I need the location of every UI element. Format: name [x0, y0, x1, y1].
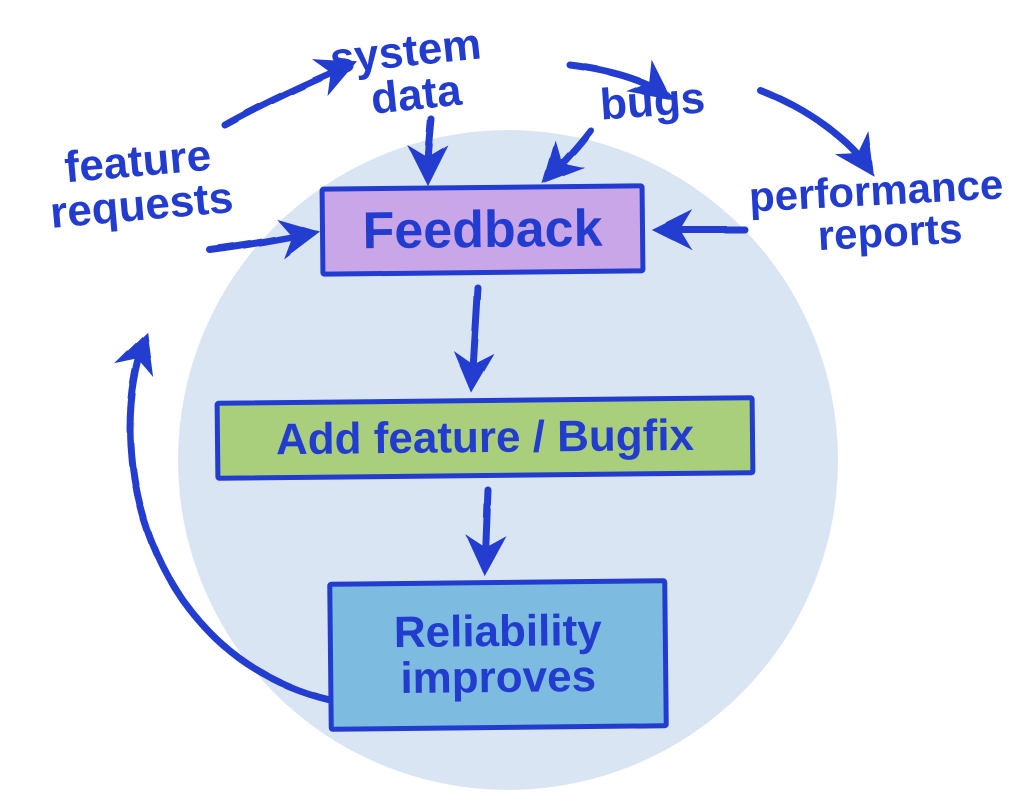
node-add-feature-bugfix: Add feature / Bugfix — [215, 395, 756, 481]
label-feature-requests: feature requests — [45, 132, 235, 236]
arrow-sys-into-feedback — [428, 120, 432, 178]
label-system-data: system data — [328, 22, 488, 125]
node-reliability-improves: Reliability improves — [327, 578, 669, 732]
label-bugs: bugs — [599, 76, 707, 127]
node-feedback: Feedback — [320, 183, 646, 276]
label-performance-reports: performance reports — [748, 163, 1006, 260]
arrow-add-to-reliability — [485, 490, 488, 568]
arrow-bugs-to-perf — [760, 90, 870, 170]
diagram-canvas: Feedback Add feature / Bugfix Reliabilit… — [0, 0, 1034, 811]
